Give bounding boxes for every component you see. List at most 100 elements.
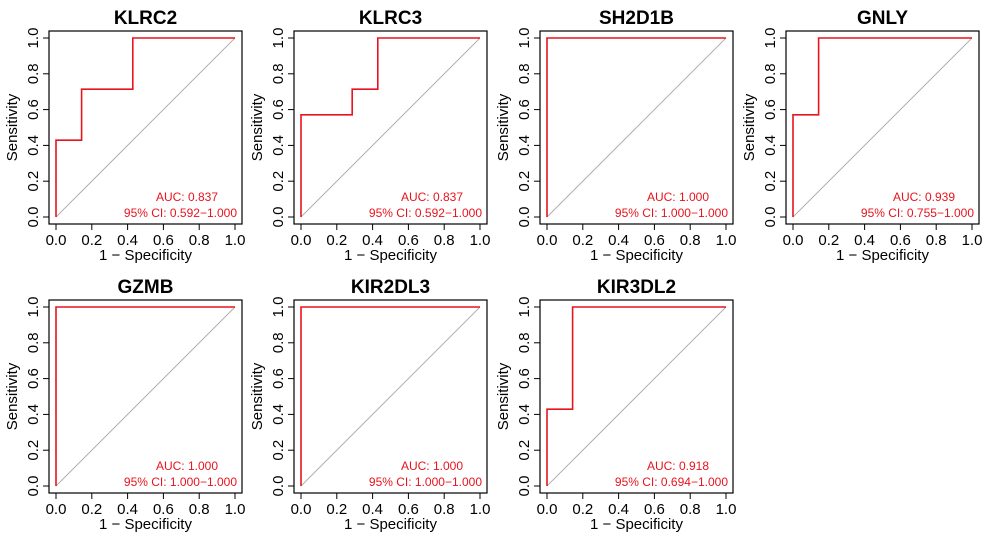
x-tick-label: 1.0 <box>716 501 737 518</box>
y-axis-label: Sensitivity <box>495 362 512 430</box>
y-tick-label: 0.4 <box>270 404 287 425</box>
x-axis-label: 1 − Specificity <box>99 247 192 264</box>
x-tick-label: 0.2 <box>818 232 839 249</box>
reference-diagonal <box>300 306 481 487</box>
y-axis-label: Sensitivity <box>249 93 266 161</box>
x-tick-label: 0.0 <box>291 501 312 518</box>
reference-diagonal <box>546 37 727 218</box>
x-tick-label: 0.8 <box>434 501 455 518</box>
y-tick-label: 0.4 <box>516 135 533 156</box>
roc-panel: KIR3DL2 0.0 0.2 0.4 0.6 0.8 1.0 0.0 0.2 0.4 0.6 0.8… <box>495 277 736 533</box>
x-tick-label: 0.8 <box>434 232 455 249</box>
roc-curve <box>300 306 480 486</box>
plot-frame <box>48 30 243 225</box>
x-tick-label: 0.6 <box>398 501 419 518</box>
roc-panel: KLRC2 0.0 0.2 0.4 0.6 0.8 1.0 0.0 0.2 0.4 0.6 0.8 1.… <box>4 8 245 264</box>
x-tick-label: 0.0 <box>783 232 804 249</box>
x-tick-label: 1.0 <box>470 501 491 518</box>
panel-title: SH2D1B <box>599 8 674 29</box>
x-tick-label: 0.4 <box>854 232 875 249</box>
y-tick-label: 0.2 <box>25 440 42 461</box>
auc-annotation: AUC: 0.837 <box>401 190 463 204</box>
y-tick-label: 0.0 <box>270 476 287 497</box>
x-tick-label: 0.4 <box>362 501 383 518</box>
y-axis-label: Sensitivity <box>249 362 266 430</box>
y-tick-label: 0.0 <box>516 476 533 497</box>
auc-annotation: AUC: 1.000 <box>156 459 218 473</box>
y-tick-label: 0.4 <box>270 135 287 156</box>
y-tick-label: 0.6 <box>25 99 42 120</box>
reference-diagonal <box>792 37 973 218</box>
x-tick-label: 0.0 <box>291 232 312 249</box>
y-tick-label: 0.2 <box>270 171 287 192</box>
y-tick-label: 0.8 <box>270 63 287 84</box>
y-tick-label: 1.0 <box>270 297 287 318</box>
ci-annotation: 95% CI: 0.694−1.000 <box>615 475 728 489</box>
y-tick-label: 0.8 <box>25 63 42 84</box>
plot-frame <box>293 299 488 494</box>
x-tick-label: 1.0 <box>716 232 737 249</box>
auc-annotation: AUC: 1.000 <box>401 459 463 473</box>
y-tick-label: 0.2 <box>516 171 533 192</box>
y-tick-label: 1.0 <box>270 28 287 49</box>
ci-annotation: 95% CI: 0.592−1.000 <box>124 206 237 220</box>
ci-annotation: 95% CI: 1.000−1.000 <box>124 475 237 489</box>
roc-curve <box>546 37 726 217</box>
x-tick-label: 1.0 <box>225 501 246 518</box>
y-tick-label: 0.0 <box>762 207 779 228</box>
y-tick-label: 1.0 <box>516 28 533 49</box>
y-tick-label: 0.6 <box>25 368 42 389</box>
x-axis-label: 1 − Specificity <box>590 516 683 533</box>
x-axis-label: 1 − Specificity <box>590 247 683 264</box>
x-tick-label: 0.8 <box>189 501 210 518</box>
y-axis-label: Sensitivity <box>741 93 758 161</box>
x-tick-label: 0.6 <box>890 232 911 249</box>
ci-annotation: 95% CI: 1.000−1.000 <box>369 475 482 489</box>
x-axis-label: 1 − Specificity <box>99 516 192 533</box>
x-tick-label: 0.8 <box>680 232 701 249</box>
roc-curve <box>792 37 972 217</box>
x-tick-label: 0.8 <box>926 232 947 249</box>
y-tick-label: 1.0 <box>25 297 42 318</box>
y-tick-label: 0.8 <box>516 332 533 353</box>
roc-panel: GNLY 0.0 0.2 0.4 0.6 0.8 1.0 0.0 0.2 0.4 0.6 0.8 1.0… <box>741 8 982 264</box>
panel-title: KIR2DL3 <box>351 277 430 298</box>
reference-diagonal <box>55 306 236 487</box>
y-tick-label: 0.0 <box>270 207 287 228</box>
x-tick-label: 0.2 <box>326 232 347 249</box>
plot-frame <box>539 30 734 225</box>
x-tick-label: 0.4 <box>608 232 629 249</box>
y-tick-label: 0.6 <box>762 99 779 120</box>
x-tick-label: 0.6 <box>153 501 174 518</box>
x-tick-label: 0.0 <box>537 501 558 518</box>
y-tick-label: 0.8 <box>516 63 533 84</box>
roc-panel: GZMB 0.0 0.2 0.4 0.6 0.8 1.0 0.0 0.2 0.4 0.6 0.8 1.0… <box>4 277 245 533</box>
roc-panel: KLRC3 0.0 0.2 0.4 0.6 0.8 1.0 0.0 0.2 0.4 0.6 0.8 1.… <box>249 8 490 264</box>
x-tick-label: 0.4 <box>117 232 138 249</box>
x-tick-label: 0.0 <box>46 232 67 249</box>
y-tick-label: 0.8 <box>25 332 42 353</box>
x-tick-label: 0.6 <box>644 501 665 518</box>
x-axis-label: 1 − Specificity <box>836 247 929 264</box>
x-tick-label: 1.0 <box>470 232 491 249</box>
y-tick-label: 1.0 <box>762 28 779 49</box>
y-axis-label: Sensitivity <box>4 93 21 161</box>
auc-annotation: AUC: 0.918 <box>647 459 709 473</box>
ci-annotation: 95% CI: 0.755−1.000 <box>861 206 974 220</box>
y-tick-label: 0.2 <box>762 171 779 192</box>
x-tick-label: 0.2 <box>572 501 593 518</box>
plot-frame <box>293 30 488 225</box>
x-tick-label: 0.2 <box>81 501 102 518</box>
y-tick-label: 0.8 <box>762 63 779 84</box>
x-tick-label: 0.2 <box>572 232 593 249</box>
plot-frame <box>785 30 980 225</box>
x-tick-label: 0.4 <box>608 501 629 518</box>
y-tick-label: 0.2 <box>25 171 42 192</box>
roc-curve <box>300 37 480 217</box>
y-tick-label: 0.0 <box>516 207 533 228</box>
reference-diagonal <box>55 37 236 218</box>
y-tick-label: 0.2 <box>270 440 287 461</box>
y-tick-label: 0.4 <box>25 404 42 425</box>
